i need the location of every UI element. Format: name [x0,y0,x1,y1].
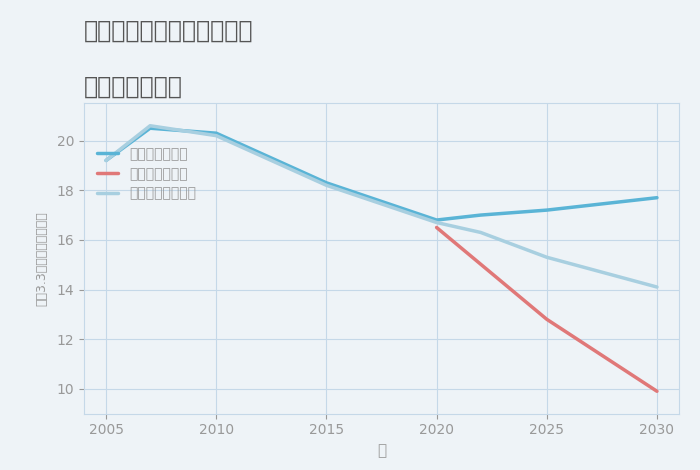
Y-axis label: 平（3.3㎡）単価（万円）: 平（3.3㎡）単価（万円） [35,211,48,306]
Legend: グッドシナリオ, バッドシナリオ, ノーマルシナリオ: グッドシナリオ, バッドシナリオ, ノーマルシナリオ [97,148,196,201]
X-axis label: 年: 年 [377,443,386,458]
Text: 兵庫県姫路市安富町瀬川の: 兵庫県姫路市安富町瀬川の [84,19,253,43]
Text: 土地の価格推移: 土地の価格推移 [84,75,183,99]
